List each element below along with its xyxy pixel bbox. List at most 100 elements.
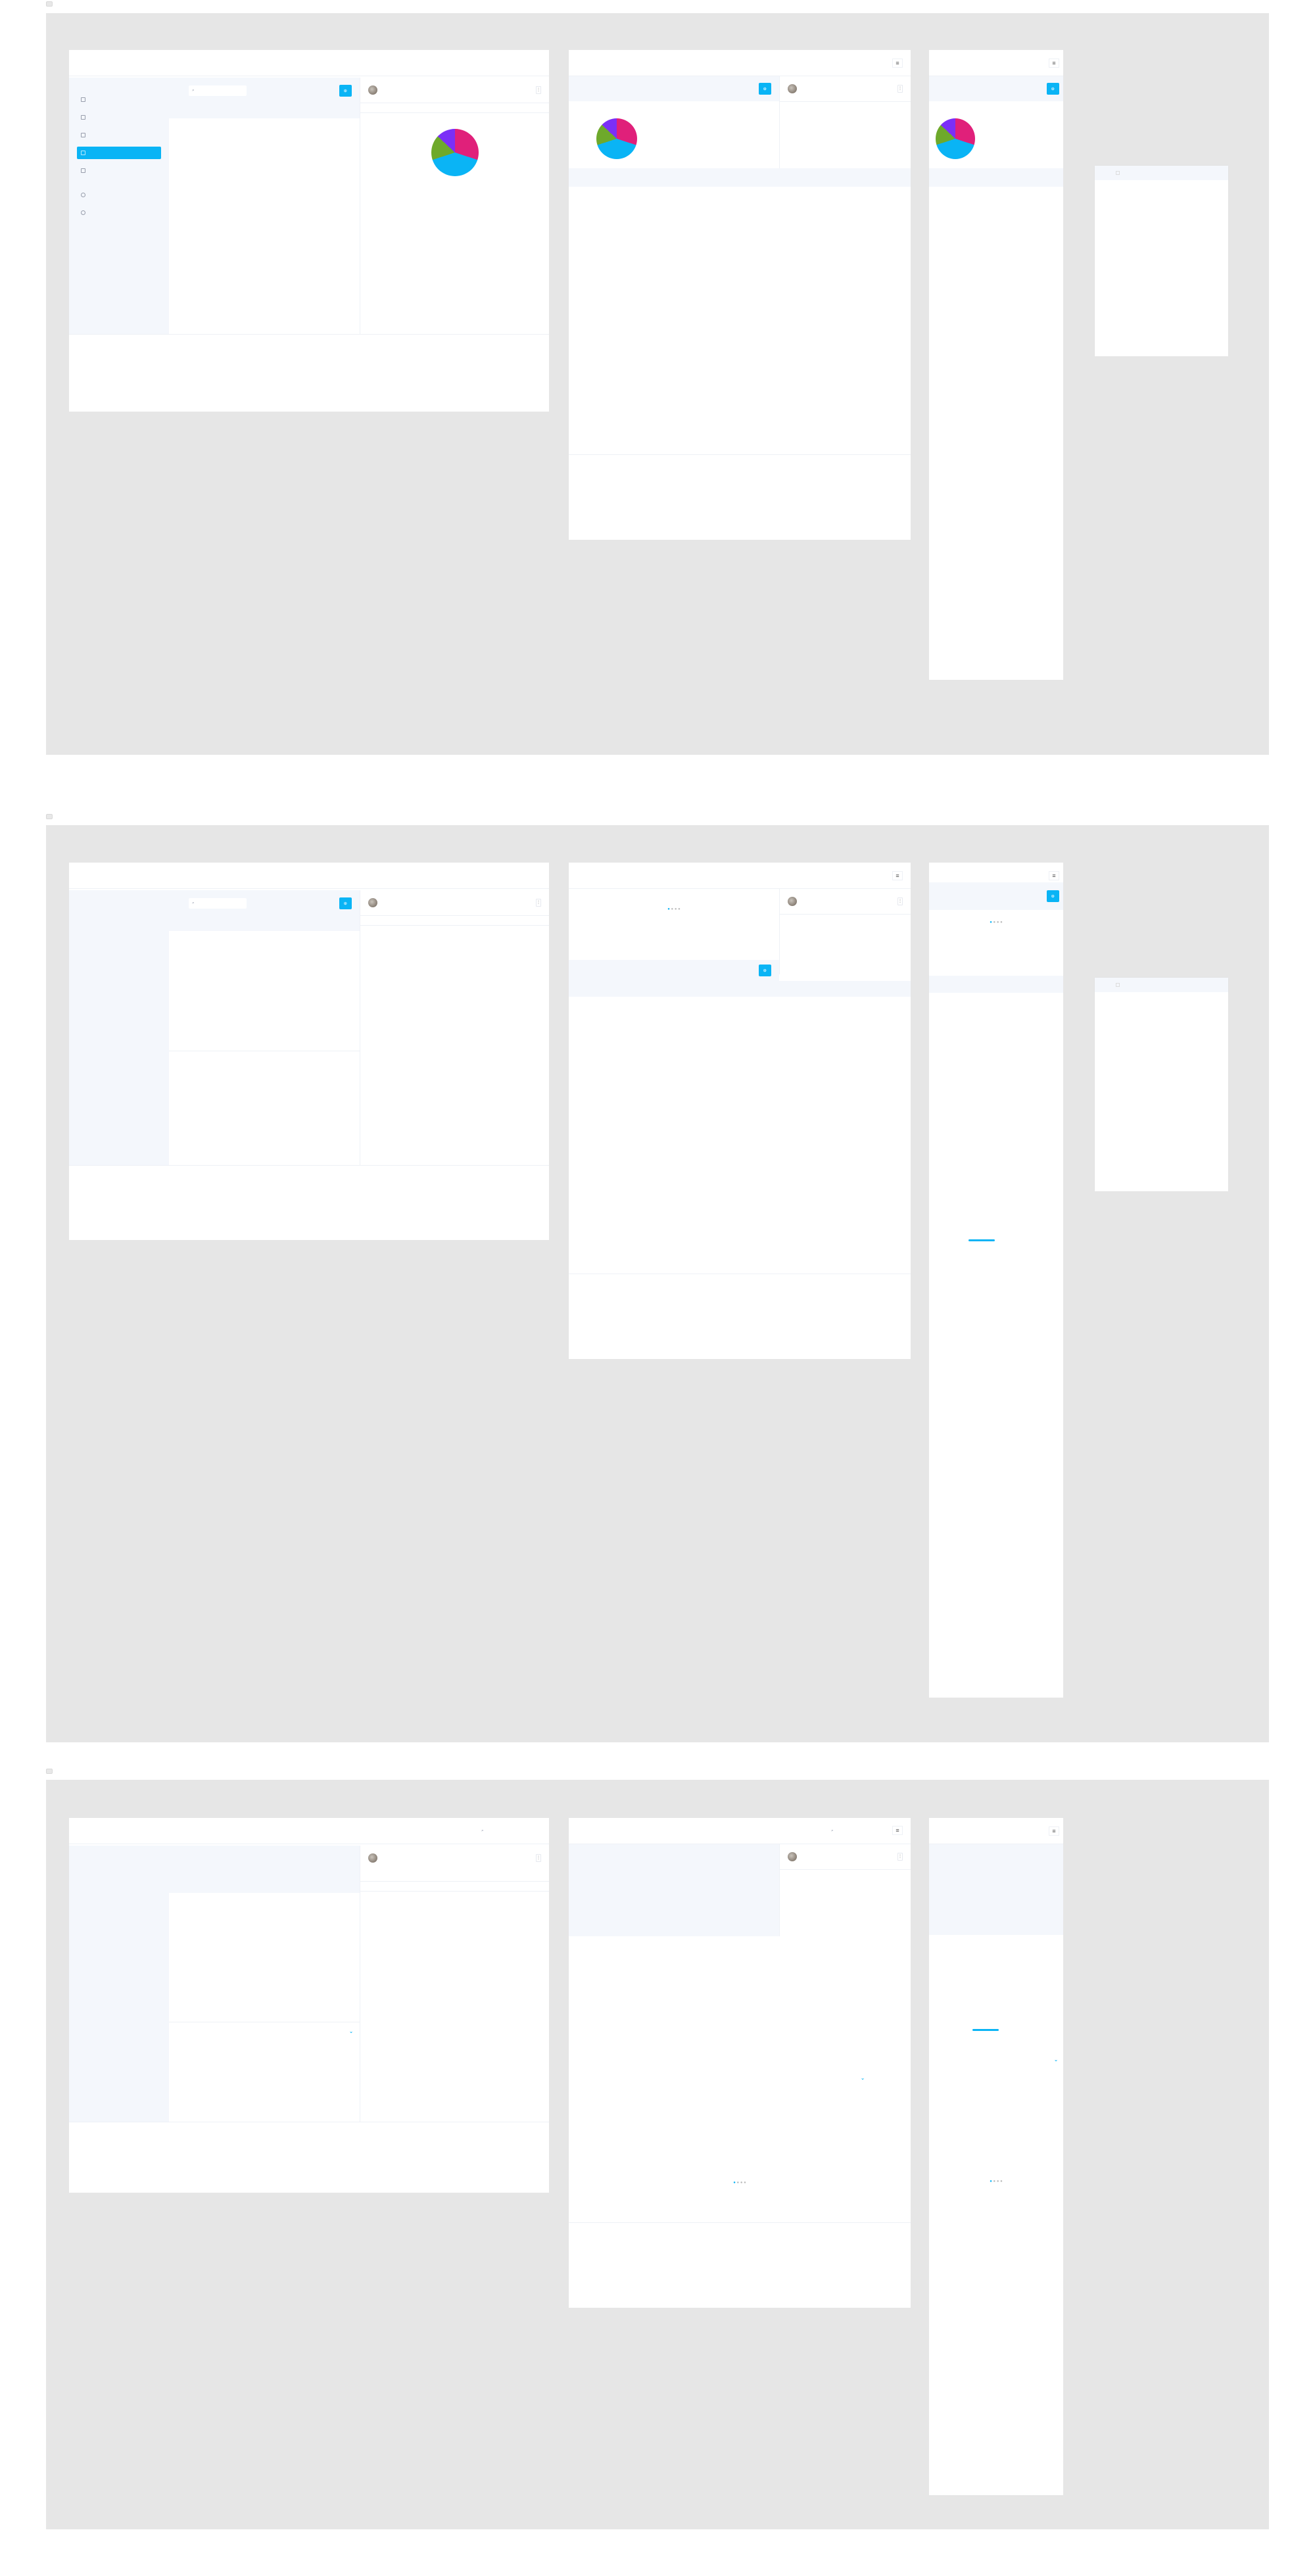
edit-suppliers-button[interactable]: ⊕ <box>339 85 352 97</box>
menu-icon[interactable]: ≡ <box>892 58 903 68</box>
more-icon[interactable]: ⋮ <box>536 1854 541 1862</box>
date-filter-dropdown[interactable]: ⌄ <box>861 2076 865 2081</box>
user-profile[interactable]: ⋮ <box>360 1846 549 1882</box>
suppliers-tablet: ≡ ⊕ ⋮ <box>569 50 911 540</box>
avatar <box>788 897 797 906</box>
sales-summary <box>169 1846 360 1893</box>
date-filter-dropdown[interactable]: ⌄ <box>349 2030 353 2034</box>
nav-settings[interactable] <box>77 206 161 219</box>
section-label-suppliers <box>46 1 53 7</box>
more-icon[interactable]: ⋮ <box>536 899 541 907</box>
gear-icon <box>81 210 85 215</box>
sales-orders-table <box>169 917 360 931</box>
truck-icon <box>81 151 85 155</box>
carousel-dots[interactable]: ● ● ● ● <box>733 2181 746 2185</box>
place-order-button[interactable]: ⊕ <box>758 965 771 976</box>
right-panel: ⋮ <box>779 1844 911 1936</box>
suppliers-mobile: ≡ ⊕ <box>929 50 1063 680</box>
horizontal-scrollbar[interactable] <box>968 1239 995 1241</box>
search-input[interactable]: ⌕ <box>189 85 247 96</box>
suppliers-list-detail <box>1095 166 1228 356</box>
recent-activity: ● ● ● ● <box>569 889 779 960</box>
topbar <box>69 863 549 889</box>
right-panel: ⋮ <box>360 890 549 1166</box>
user-profile[interactable]: ⋮ <box>780 1844 911 1870</box>
dashboard-mobile: ≡ ⌄ ● ● ● ● <box>929 1818 1063 2495</box>
recent-activity: ● ● ● ● <box>929 913 1063 973</box>
carousel-dots[interactable]: ● ● ● ● <box>990 920 1003 924</box>
horizontal-scrollbar[interactable] <box>972 2029 999 2031</box>
place-order-button[interactable]: ⊕ <box>1046 890 1059 902</box>
avatar <box>368 85 377 95</box>
sidebar <box>69 890 169 1166</box>
topbar: ≡ <box>929 1818 1063 1844</box>
suppliers-table <box>929 168 1063 187</box>
sales-report-card <box>929 1128 1063 1253</box>
sales-summary <box>569 1844 779 1936</box>
search-input[interactable]: ⌕ <box>189 898 247 909</box>
user-profile[interactable]: ⋮ <box>360 78 549 103</box>
avatar <box>788 84 797 93</box>
sales-report-line-chart <box>936 1135 1061 1233</box>
suppliers-desktop: ⌕ ⊕ ⋮ <box>69 50 549 412</box>
nav-inventory[interactable] <box>77 111 161 124</box>
nav-sales-orders[interactable] <box>77 129 161 141</box>
menu-icon[interactable]: ≡ <box>1049 871 1059 880</box>
stock-report-bar-chart <box>176 1901 353 2006</box>
top-suppliers-card <box>360 112 549 195</box>
sales-summary <box>929 1844 1063 1935</box>
menu-icon[interactable]: ≡ <box>892 1825 903 1835</box>
suppliers-header: ⌕ ⊕ <box>169 78 360 104</box>
search-icon: ⌕ <box>481 1828 484 1833</box>
section-label-sales-orders <box>46 814 53 819</box>
menu-icon[interactable]: ≡ <box>1049 58 1059 68</box>
more-icon[interactable]: ⋮ <box>897 897 903 905</box>
stock-report-card <box>615 1943 865 2068</box>
more-icon[interactable]: ⋮ <box>897 85 903 93</box>
table-header <box>169 104 360 118</box>
nav-suppliers[interactable] <box>77 147 161 159</box>
nav-dashboard[interactable] <box>77 93 161 106</box>
more-icon[interactable]: ⋮ <box>897 1853 903 1861</box>
top-suppliers-pie <box>431 129 479 176</box>
user-profile[interactable]: ⋮ <box>780 76 911 102</box>
footer <box>569 454 911 540</box>
search-icon: ⌕ <box>192 88 195 93</box>
menu-icon[interactable]: ≡ <box>1049 1826 1059 1836</box>
sidebar <box>69 78 169 339</box>
sidebar <box>69 1846 169 2122</box>
search-input[interactable]: ⌕ <box>828 1825 886 1836</box>
nav-reports[interactable] <box>77 164 161 177</box>
box-icon <box>81 115 85 120</box>
more-icon[interactable]: ⋮ <box>536 86 541 94</box>
help-icon <box>81 193 85 197</box>
fast-moving-items: ● ● ● ● <box>615 2172 865 2211</box>
footer <box>69 2122 549 2193</box>
suppliers-table <box>569 168 911 187</box>
nav-help[interactable] <box>77 189 161 201</box>
recent-activity <box>360 925 549 945</box>
edit-suppliers-button[interactable]: ⊕ <box>758 83 771 95</box>
top-suppliers-pie <box>596 118 637 159</box>
menu-icon[interactable]: ≡ <box>892 871 903 880</box>
footer <box>929 2231 1063 2247</box>
carousel-dots[interactable]: ● ● ● ● <box>990 2180 1003 2183</box>
user-profile[interactable]: ⋮ <box>780 889 911 915</box>
footer <box>569 2222 911 2308</box>
edit-suppliers-button[interactable]: ⊕ <box>1046 83 1059 95</box>
carousel-dots[interactable]: ● ● ● ● <box>667 907 681 911</box>
top-suppliers-card <box>929 104 1063 166</box>
cart-icon <box>81 133 85 137</box>
place-order-button[interactable]: ⊕ <box>339 897 352 909</box>
date-filter-dropdown[interactable]: ⌄ <box>1054 2058 1058 2063</box>
top-suppliers-pie <box>936 118 975 159</box>
user-profile[interactable]: ⋮ <box>360 890 549 916</box>
section-label-dashboard <box>46 1769 53 1774</box>
footer <box>929 444 1063 460</box>
footer <box>569 1274 911 1359</box>
fast-moving-items <box>360 1891 549 1914</box>
topbar: ⌕ <box>69 1818 549 1844</box>
stock-report-card <box>929 1936 1063 2048</box>
search-input[interactable]: ⌕ <box>478 1825 536 1836</box>
footer <box>929 1262 1063 1278</box>
